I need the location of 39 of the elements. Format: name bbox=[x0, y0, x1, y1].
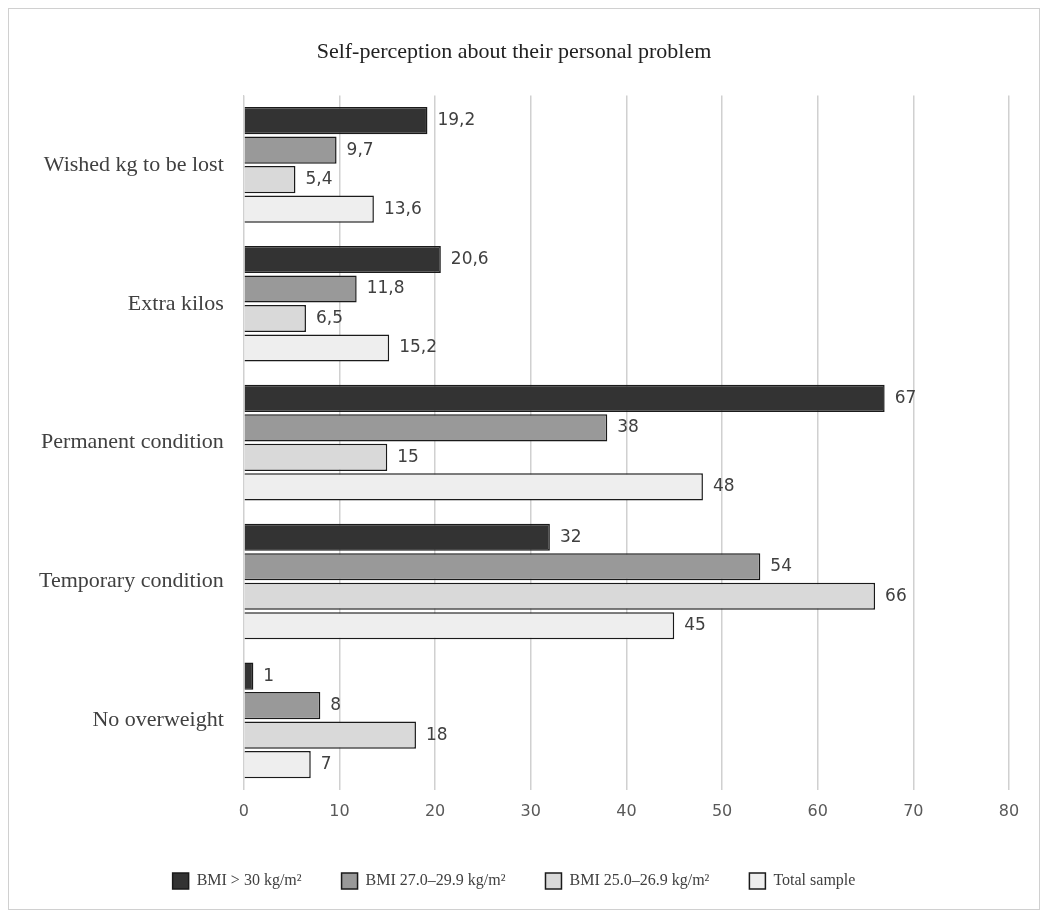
data-label: 15 bbox=[397, 445, 419, 466]
data-label: 18 bbox=[425, 723, 448, 744]
data-label: 45 bbox=[684, 614, 706, 635]
data-label: 48 bbox=[712, 475, 735, 496]
data-label: 9,7 bbox=[346, 138, 374, 159]
x-tick-label: 20 bbox=[424, 800, 446, 820]
data-label: 1 bbox=[263, 664, 275, 685]
y-tick-label: Temporary condition bbox=[38, 567, 224, 593]
y-tick-label: Extra kilos bbox=[127, 289, 224, 315]
y-tick-label: No overweight bbox=[92, 706, 224, 732]
data-label: 13,6 bbox=[383, 197, 422, 218]
x-tick-label: 50 bbox=[711, 800, 733, 820]
x-tick-label: 70 bbox=[903, 800, 924, 820]
x-tick-label: 80 bbox=[998, 800, 1020, 820]
legend-label: BMI 25.0–26.9 kg/m² bbox=[569, 871, 710, 890]
data-label: 8 bbox=[330, 694, 342, 715]
x-tick-label: 0 bbox=[238, 800, 249, 820]
x-tick-label: 40 bbox=[616, 800, 637, 820]
data-label: 67 bbox=[894, 386, 917, 407]
y-tick-label: Wished kg to be lost bbox=[43, 150, 224, 176]
legend-label: Total sample bbox=[773, 871, 856, 890]
chart-title: Self-perception about their personal problem bbox=[316, 37, 712, 63]
y-tick-label: Permanent condition bbox=[41, 428, 224, 454]
data-label: 5,4 bbox=[305, 168, 333, 189]
data-label: 20,6 bbox=[450, 247, 489, 268]
data-label: 6,5 bbox=[315, 306, 344, 327]
data-label: 7 bbox=[320, 753, 332, 774]
x-tick-label: 10 bbox=[329, 800, 350, 820]
data-label: 19,2 bbox=[437, 108, 476, 129]
data-label: 11,8 bbox=[366, 277, 405, 298]
legend-label: BMI 27.0–29.9 kg/m² bbox=[365, 871, 506, 890]
data-label: 15,2 bbox=[399, 336, 438, 357]
x-tick-label: 30 bbox=[520, 800, 541, 820]
legend-label: BMI > 30 kg/m² bbox=[196, 871, 302, 890]
data-label: 54 bbox=[770, 555, 792, 576]
data-label: 66 bbox=[885, 584, 907, 605]
x-tick-label: 60 bbox=[807, 800, 828, 820]
data-label: 38 bbox=[617, 416, 639, 437]
data-label: 32 bbox=[559, 525, 582, 546]
